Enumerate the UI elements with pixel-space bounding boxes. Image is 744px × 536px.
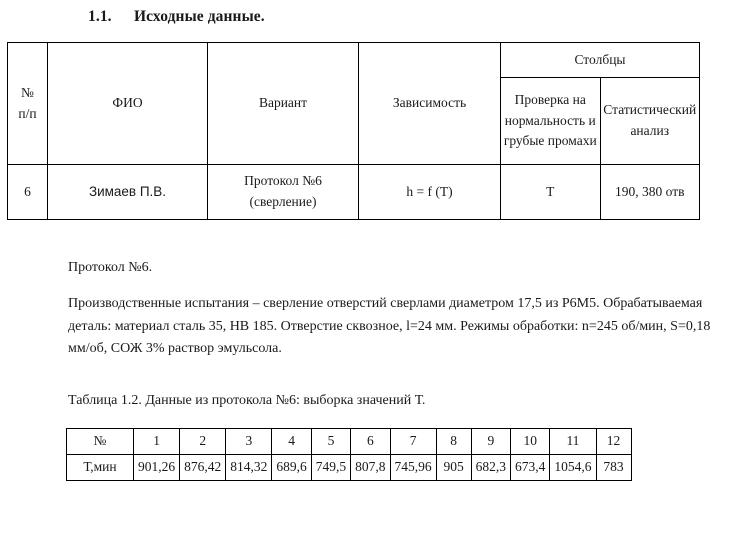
sample-value-cell: 783 (595, 454, 632, 481)
sample-value-cell: 876,42 (179, 454, 227, 481)
header-statistical-line2: анализ (630, 123, 670, 138)
paragraph-protocol: Протокол №6. (68, 260, 153, 275)
cell-normality: T (500, 164, 601, 220)
table-row: 6 Зимаев П.В. Протокол №6 (сверление) h … (7, 164, 700, 220)
sample-value-cell: 814,32 (225, 454, 273, 481)
sample-value-cell: 1054,6 (549, 454, 597, 481)
header-cell-number: № п/п (7, 42, 48, 165)
header-cell-statistical-analysis: Статистический анализ (599, 77, 700, 165)
section-number: 1.1. (88, 8, 112, 25)
cell-number: 6 (7, 164, 48, 220)
sample-value-cell: 682,3 (470, 454, 512, 481)
header-cell-normality-check: Проверка на нормальность и грубые промах… (500, 77, 601, 165)
header-normality-line3: грубые промахи (503, 133, 597, 149)
header-cell-dependency: Зависимость (358, 42, 501, 165)
sample-index-cell: 2 (179, 428, 227, 455)
cell-variant-line2: (сверление) (249, 194, 317, 209)
sample-value-row: Т,мин 901,26 876,42 814,32 689,6 749,5 807,8 74… (66, 454, 632, 481)
sample-index-cell: 4 (271, 428, 312, 455)
cell-fio: Зимаев П.В. (47, 164, 208, 220)
sample-index-cell: 11 (549, 428, 597, 455)
sample-values-table: № 1 2 3 4 5 6 7 8 9 10 11 12 Т,мин 901,26 876,42 814,32… (66, 428, 632, 481)
header-cell-fio: ФИО (47, 42, 208, 165)
sample-index-cell: 6 (350, 428, 391, 455)
sample-index-cell: 9 (470, 428, 512, 455)
sample-value-cell: 901,26 (132, 454, 181, 481)
sample-index-cell: 5 (310, 428, 352, 455)
sample-index-cell: 3 (225, 428, 273, 455)
header-cell-columns-group: Столбцы (500, 42, 700, 78)
sample-index-cell: 7 (389, 428, 437, 455)
table-header-row-top: № п/п ФИО Вариант Зависимость Столбцы (7, 42, 700, 165)
section-heading: 1.1. Исходные данные. (88, 8, 265, 26)
cell-variant: Протокол №6 (сверление) (207, 164, 359, 220)
cell-variant-line1: Протокол №6 (244, 173, 322, 189)
sample-header-label: № (66, 428, 134, 455)
sample-index-cell: 8 (435, 428, 472, 455)
table-header-row-sub: Проверка на нормальность и грубые промах… (8, 77, 700, 165)
header-cell-variant: Вариант (207, 42, 359, 165)
cell-statistical: 190, 380 отв (599, 164, 700, 220)
sample-value-cell: 745,96 (389, 454, 437, 481)
sample-index-cell: 1 (132, 428, 181, 455)
sample-index-cell: 10 (509, 428, 551, 455)
sample-value-cell: 807,8 (350, 454, 391, 481)
sample-value-cell: 673,4 (509, 454, 551, 481)
header-number-line2: п/п (18, 105, 37, 121)
sample-value-cell: 749,5 (310, 454, 352, 481)
input-data-table: № п/п ФИО Вариант Зависимость Столбцы Пр… (7, 42, 700, 220)
sample-value-cell: 689,6 (271, 454, 312, 481)
header-normality-line1: Проверка на (514, 91, 586, 107)
cell-dependency: h = f (T) (358, 164, 501, 220)
sample-value-label: Т,мин (66, 454, 134, 481)
section-title: Исходные данные. (134, 8, 265, 25)
sample-header-row: № 1 2 3 4 5 6 7 8 9 10 11 12 (66, 428, 632, 455)
paragraph-description: Производственные испытания – сверление о… (68, 296, 711, 357)
header-statistical-line1: Статистический (603, 102, 697, 118)
table-caption: Таблица 1.2. Данные из протокола №6: выб… (68, 393, 426, 408)
header-normality-line2: нормальность и (504, 112, 596, 128)
sample-value-cell: 905 (435, 454, 472, 481)
sample-index-cell: 12 (595, 428, 632, 455)
header-number-line1: № (21, 84, 34, 100)
